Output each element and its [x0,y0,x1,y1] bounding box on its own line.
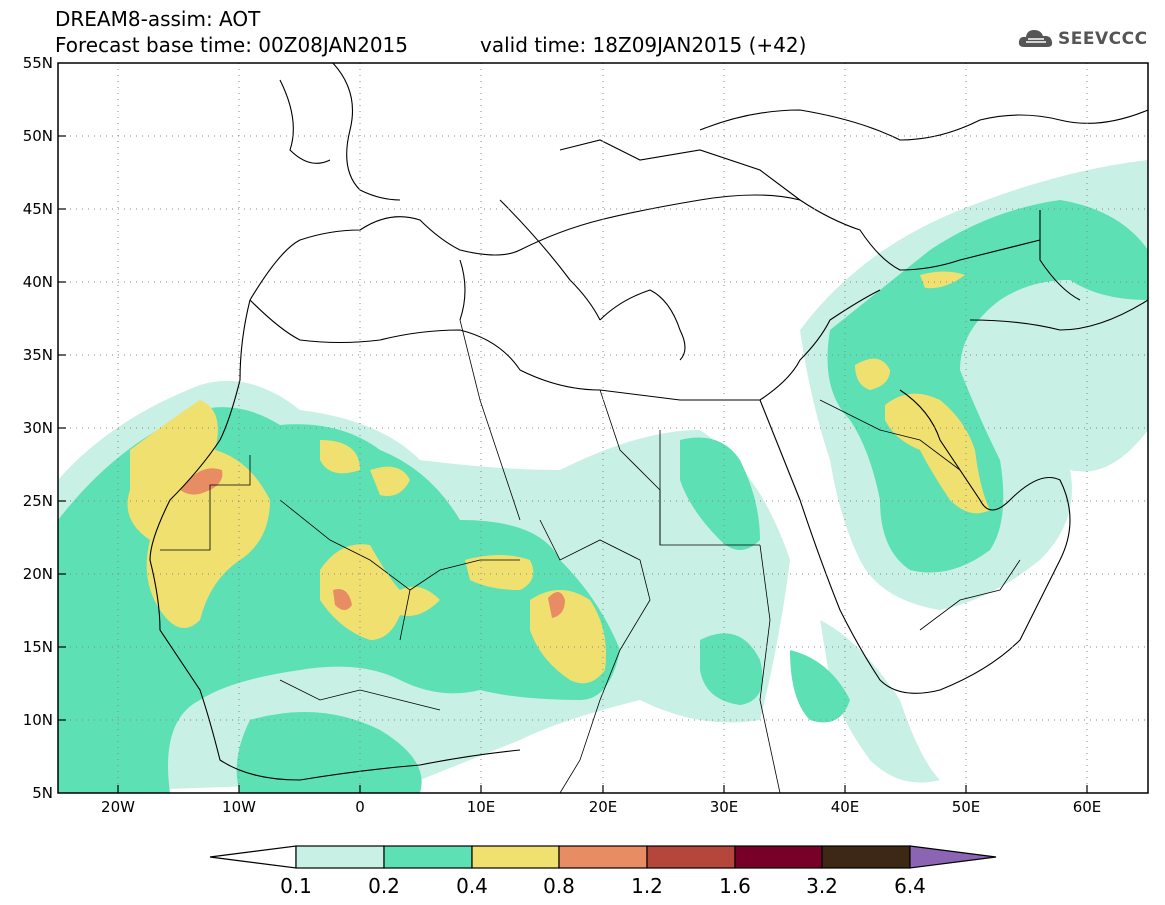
legend-label: 1.2 [631,874,663,898]
legend-swatch [734,845,823,869]
lat-label: 50N [23,127,53,145]
lat-label: 35N [23,346,53,364]
lon-label: 30E [710,798,739,816]
lon-label: 50E [952,798,981,816]
legend-swatch [471,845,560,869]
lon-label: 20E [589,798,618,816]
legend-labels: 0.1 0.2 0.4 0.8 1.2 1.6 3.2 6.4 [280,874,926,898]
forecast-base-time: Forecast base time: 00Z08JAN2015 [55,33,408,57]
legend-swatch [821,845,911,869]
lat-label: 20N [23,565,53,583]
legend-label: 3.2 [806,874,838,898]
lat-labels: 55N 50N 45N 40N 35N 30N 25N 20N 15N 10N … [23,54,53,802]
legend-label: 0.2 [368,874,400,898]
aot-field-0.4 [127,271,990,684]
legend-label: 0.1 [280,874,312,898]
lon-label: 10E [467,798,496,816]
map-title: DREAM8-assim: AOT [55,7,261,31]
lat-label: 5N [32,784,53,802]
legend-swatch [646,845,736,869]
lat-label: 30N [23,419,53,437]
lon-labels: 20W 10W 0 10E 20E 30E 40E 50E 60E [101,798,1101,816]
lon-label: 60E [1073,798,1102,816]
legend-swatch-under [209,845,297,869]
legend-swatch [383,845,473,869]
country-borders [160,319,1021,793]
lat-label: 25N [23,492,53,510]
lat-label: 55N [23,54,53,72]
logo-text: SEEVCCC [1058,29,1148,49]
lat-label: 45N [23,200,53,218]
legend-swatch-over [909,845,997,869]
legend-label: 1.6 [719,874,751,898]
cloud-logo-icon [1018,30,1053,47]
seevccc-logo: SEEVCCC [1018,26,1148,52]
aot-field-0.8 [180,468,565,618]
lon-label: 20W [101,798,135,816]
lon-label: 40E [831,798,860,816]
lat-label: 10N [23,711,53,729]
valid-time: valid time: 18Z09JAN2015 (+42) [480,33,807,57]
legend-swatch [295,845,385,869]
coastlines [149,63,1148,781]
ticks [58,135,1088,793]
lon-label: 0 [355,798,365,816]
legend-label: 0.4 [456,874,488,898]
lon-label: 10W [222,798,256,816]
legend-label: 6.4 [894,874,926,898]
legend-bar [209,845,997,869]
lat-label: 40N [23,273,53,291]
legend-swatch [558,845,648,869]
lat-label: 15N [23,638,53,656]
legend-label: 0.8 [543,874,575,898]
